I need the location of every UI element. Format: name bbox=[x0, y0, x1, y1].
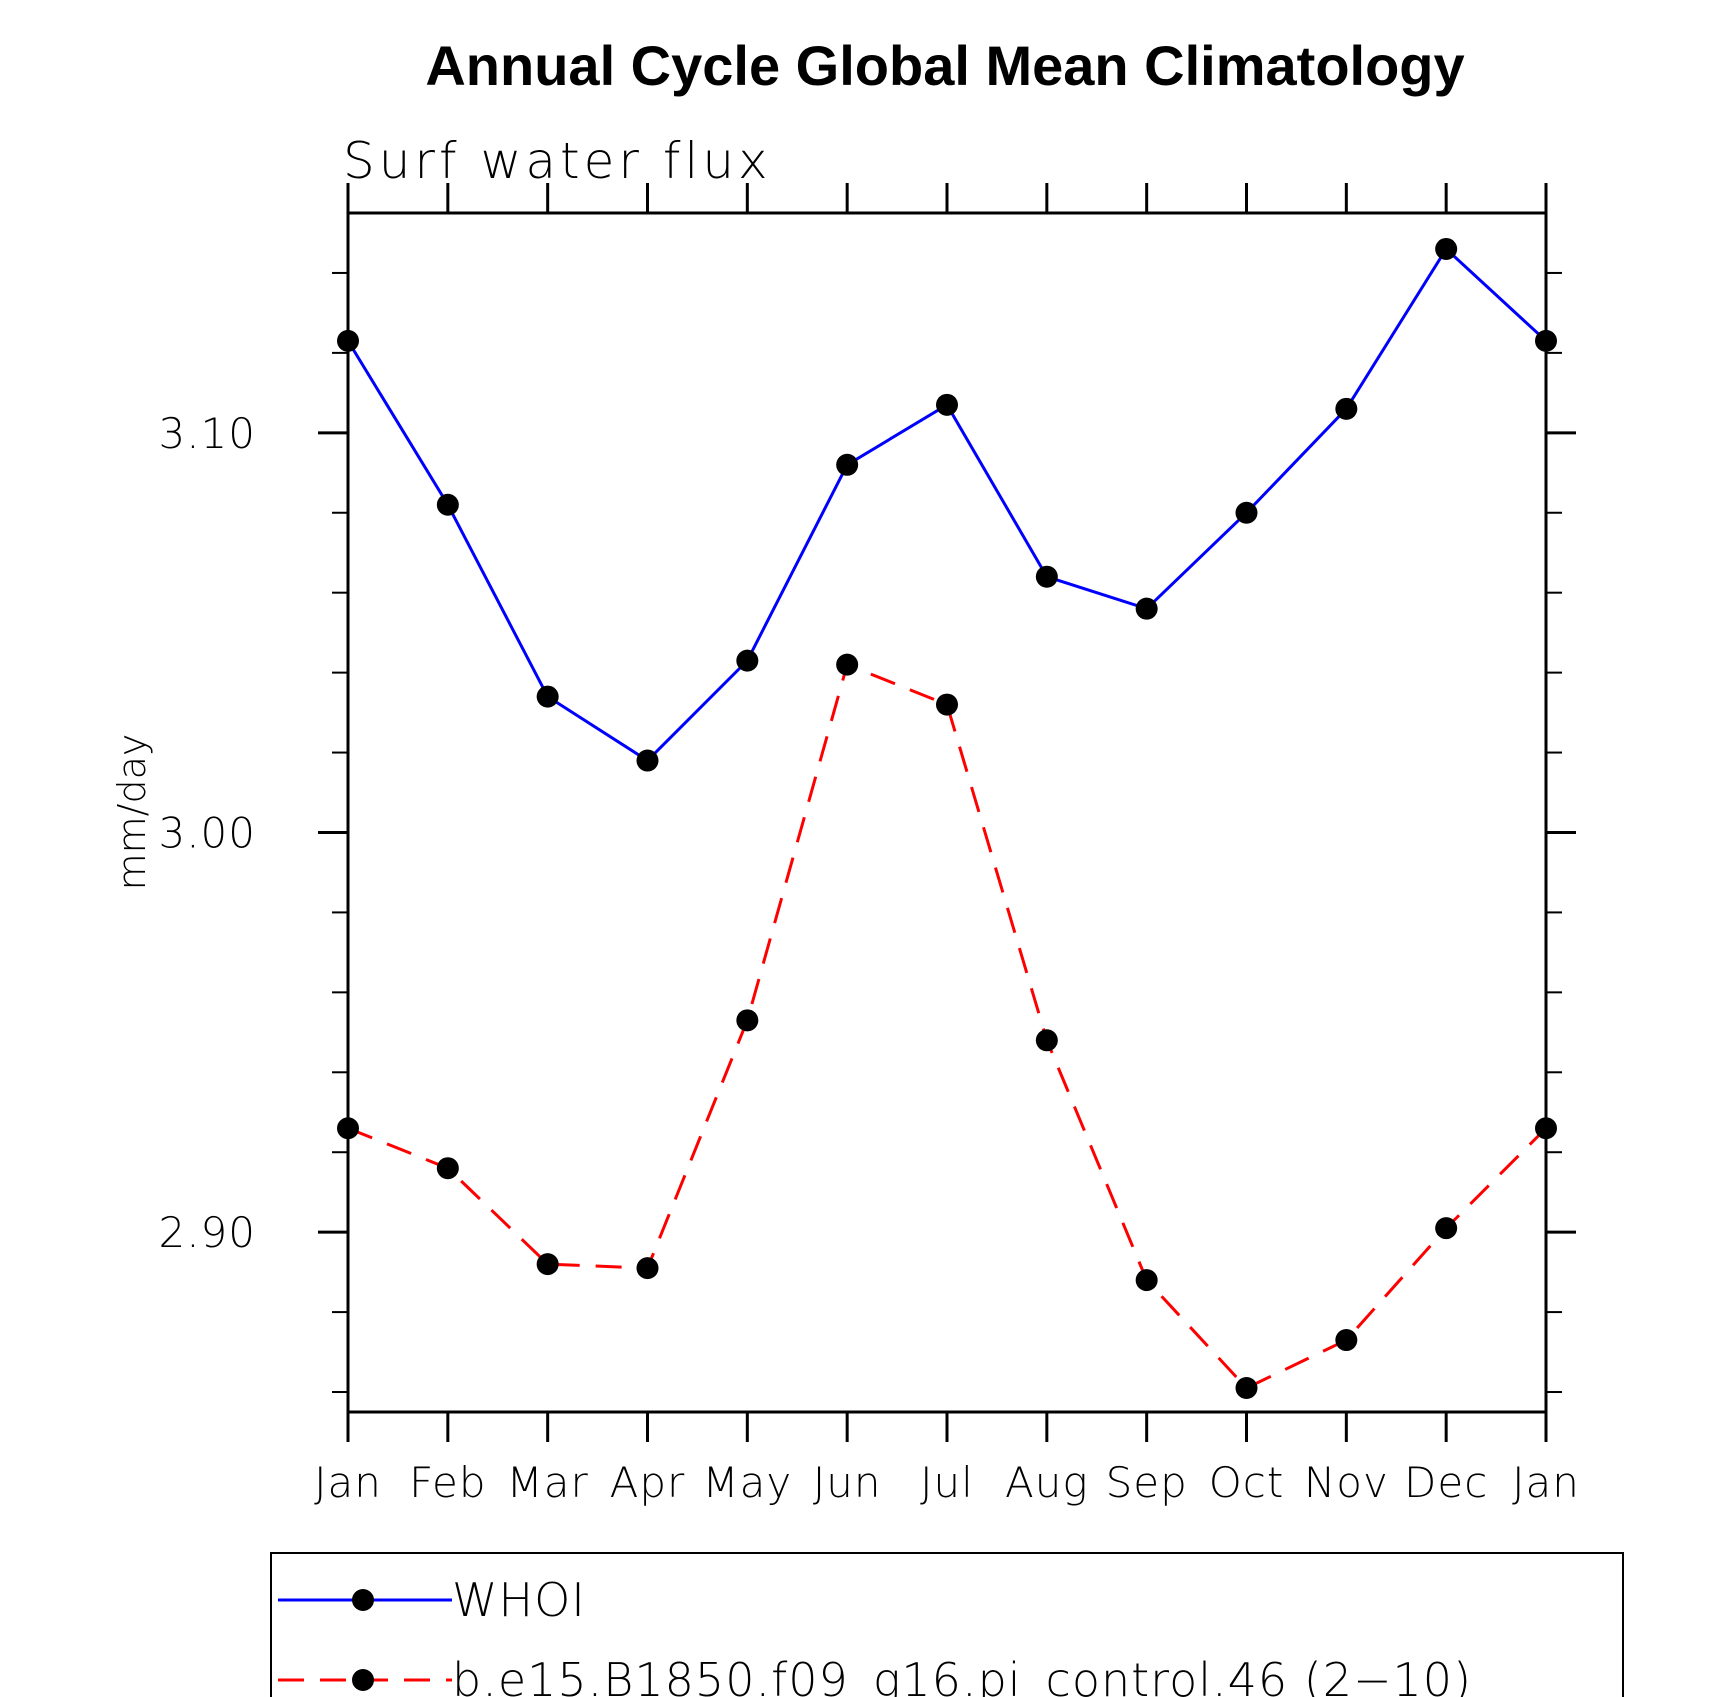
series-1-point bbox=[1435, 237, 1458, 260]
x-tick-label: Nov bbox=[1304, 1458, 1389, 1507]
y-tick-label: 3.10 bbox=[158, 409, 256, 458]
series-1-point bbox=[1235, 501, 1258, 524]
series-2-point bbox=[1435, 1217, 1458, 1240]
chart-subtitle: Surf water flux bbox=[343, 132, 772, 190]
series-2-point bbox=[1035, 1029, 1058, 1052]
y-tick-label: 3.00 bbox=[158, 808, 256, 857]
x-tick-label: Feb bbox=[409, 1458, 486, 1507]
series-2-point bbox=[1335, 1329, 1358, 1352]
series-line-1 bbox=[346, 246, 1548, 763]
y-tick-labels: 2.90 3.00 3.10 bbox=[158, 409, 256, 1257]
x-tick-label: Oct bbox=[1209, 1458, 1285, 1507]
x-tick-label: Jul bbox=[920, 1458, 974, 1507]
series-2-point bbox=[836, 653, 859, 676]
series-1-point bbox=[836, 453, 859, 476]
x-tick-label: Sep bbox=[1106, 1458, 1188, 1507]
series-2-point bbox=[736, 1009, 759, 1032]
series-1-point bbox=[1535, 329, 1557, 352]
x-tick-label: Apr bbox=[610, 1458, 686, 1507]
series-1-point bbox=[436, 493, 459, 516]
series-2-point bbox=[1535, 1117, 1557, 1140]
x-tick-label: Dec bbox=[1404, 1458, 1488, 1507]
series-1-point bbox=[636, 749, 659, 772]
chart-title: Annual Cycle Global Mean Climatology bbox=[425, 34, 1464, 97]
x-tick-label: Jan bbox=[1512, 1458, 1580, 1507]
series-line-2 bbox=[347, 662, 1548, 1390]
series-1-point bbox=[736, 649, 759, 672]
legend-marker-2 bbox=[352, 1669, 374, 1691]
series-1-point bbox=[536, 685, 559, 708]
series-2-point bbox=[1235, 1377, 1258, 1400]
series-2-point bbox=[936, 693, 958, 716]
y-tick-label: 2.90 bbox=[158, 1208, 256, 1257]
series-1-point bbox=[936, 393, 958, 416]
x-tick-labels: Jan Feb Mar Apr May Jun Jul Aug Sep Oct Nov Dec Jan bbox=[314, 1458, 1580, 1507]
series-1-point bbox=[1035, 565, 1058, 588]
legend-marker-1 bbox=[352, 1589, 374, 1611]
legend-label-2: b.e15.B1850.f09_g16.pi_control.46 (2−10) bbox=[452, 1653, 1472, 1697]
legend-label-1: WHOI bbox=[452, 1573, 586, 1627]
y-axis-label: mm/day bbox=[110, 734, 154, 891]
series-layer bbox=[337, 237, 1557, 1400]
series-2-point bbox=[337, 1117, 359, 1140]
series-2-point bbox=[536, 1253, 559, 1276]
series-2-point bbox=[636, 1257, 659, 1280]
series-1-point bbox=[1335, 397, 1358, 420]
legend: WHOI b.e15.B1850.f09_g16.pi_control.46 (2… bbox=[278, 1573, 1472, 1697]
x-tick-label: Jan bbox=[314, 1458, 382, 1507]
axis-ticks bbox=[318, 183, 1576, 1442]
series-1-point bbox=[1135, 597, 1158, 620]
series-2-point bbox=[436, 1157, 459, 1180]
x-tick-label: May bbox=[702, 1458, 792, 1507]
x-tick-label: Jun bbox=[813, 1458, 882, 1507]
series-2-point bbox=[1135, 1269, 1158, 1292]
plot-frame bbox=[346, 211, 1548, 1414]
x-tick-label: Mar bbox=[507, 1458, 589, 1507]
series-1-point bbox=[337, 329, 359, 352]
legend-box bbox=[270, 1552, 1624, 1697]
x-tick-label: Aug bbox=[1005, 1458, 1089, 1507]
